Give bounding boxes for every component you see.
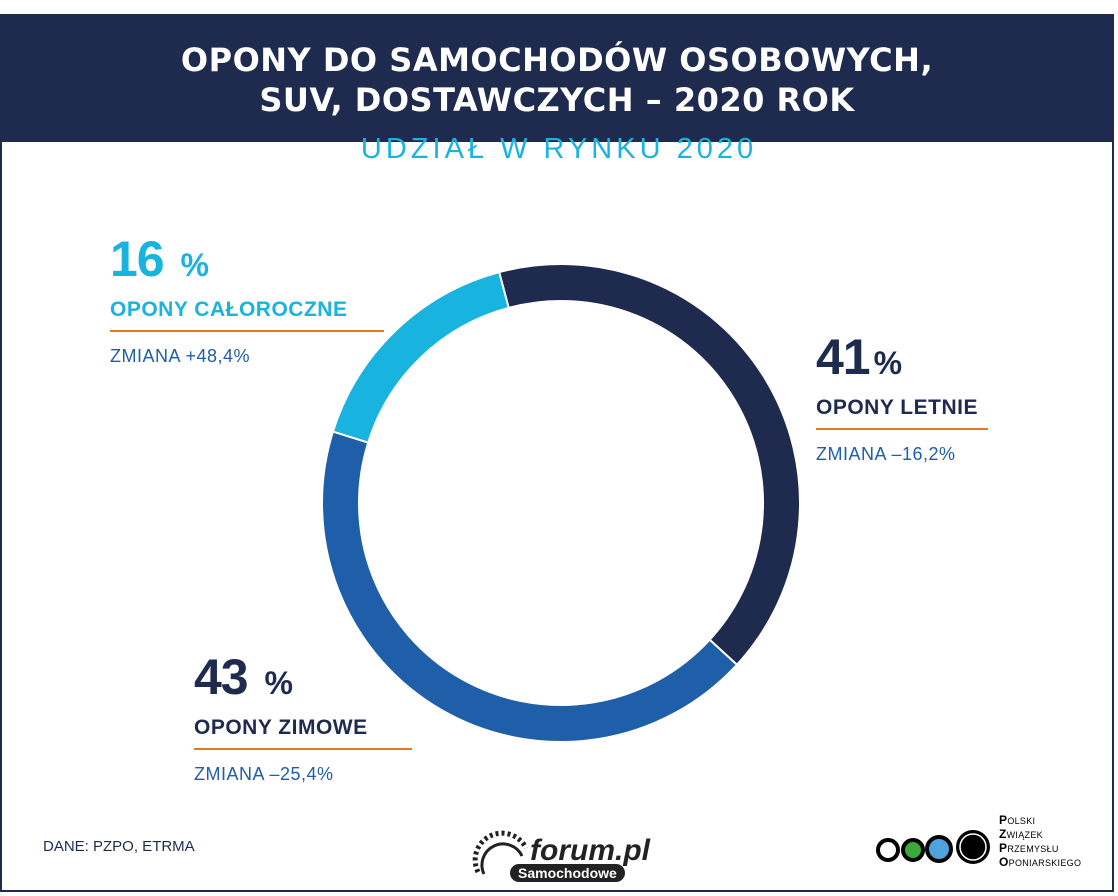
category-label-all-season: OPONY CAŁOROCZNE (110, 298, 384, 332)
value-label-summer: 41% (816, 329, 902, 385)
data-source-note: DANE: PZPO, ETRMA (43, 838, 195, 855)
label-winter: 43 % OPONY ZIMOWE ZMIANA –25,4% (194, 650, 412, 785)
label-all-season: 16 % OPONY CAŁOROCZNE ZMIANA +48,4% (110, 232, 384, 367)
value-label-winter: 43 % (194, 649, 293, 705)
watermark-text: forum.pl (530, 834, 650, 867)
category-label-winter: OPONY ZIMOWE (194, 716, 412, 750)
change-label-winter: ZMIANA –25,4% (194, 764, 334, 784)
tire-circles-icon (876, 830, 990, 864)
slice-all-season (331, 270, 510, 444)
forum-watermark: forum.pl Samochodowe (470, 828, 670, 888)
logo-circle-black (956, 830, 990, 864)
logo-circle-green (901, 838, 925, 862)
change-label-all-season: ZMIANA +48,4% (110, 346, 251, 366)
watermark-subtext: Samochodowe (510, 864, 625, 882)
change-label-summer: ZMIANA –16,2% (816, 444, 956, 464)
header-title-line2: SUV, DOSTAWCZYCH – 2020 ROK (259, 81, 855, 119)
logo-circle-blue (925, 835, 953, 863)
slice-summer (497, 263, 801, 667)
infographic-frame: OPONY DO SAMOCHODÓW OSOBOWYCH, SUV, DOST… (0, 14, 1114, 892)
category-label-summer: OPONY LETNIE (816, 396, 988, 430)
pzpo-logo: POLSKI ZWIĄZEK PRZEMYSŁU OPONIARSKIEGO (875, 812, 1085, 872)
logo-text: POLSKI ZWIĄZEK PRZEMYSŁU OPONIARSKIEGO (999, 813, 1082, 869)
steering-wheel-icon (472, 830, 529, 875)
value-label-all-season: 16 % (110, 231, 209, 287)
chart-subtitle: UDZIAŁ W RYNKU 2020 (360, 133, 758, 165)
header-title-line1: OPONY DO SAMOCHODÓW OSOBOWYCH, (180, 41, 934, 79)
label-summer: 41% OPONY LETNIE ZMIANA –16,2% (816, 330, 988, 465)
logo-circle-white (876, 838, 900, 862)
header-banner: OPONY DO SAMOCHODÓW OSOBOWYCH, SUV, DOST… (2, 16, 1112, 142)
